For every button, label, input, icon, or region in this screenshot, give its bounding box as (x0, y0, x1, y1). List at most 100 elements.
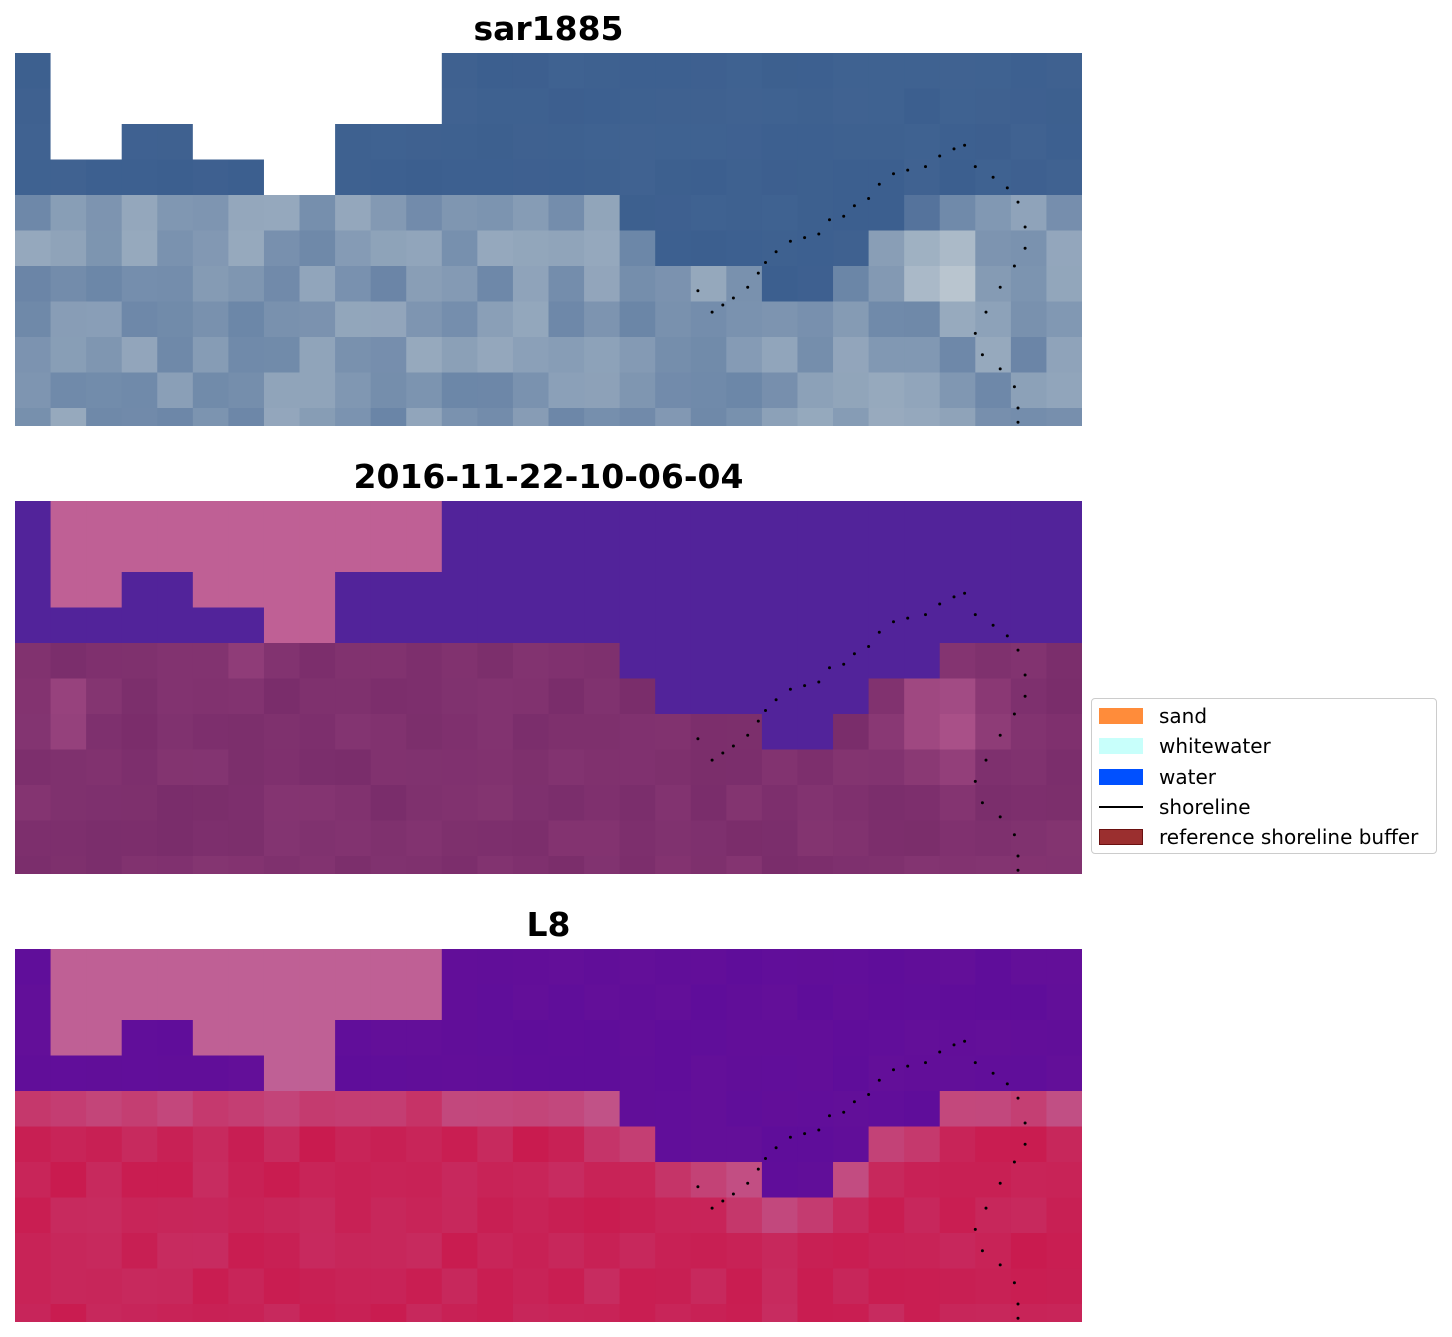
pixel (619, 1126, 656, 1163)
pixel (1010, 1055, 1048, 1092)
pixel (548, 1091, 585, 1128)
pixel (441, 984, 478, 1021)
pixel (690, 1233, 727, 1270)
pixel (584, 1268, 621, 1305)
pixel (726, 408, 763, 426)
pixel (192, 572, 229, 609)
pixel (263, 53, 301, 90)
pixel (619, 820, 656, 857)
shoreline-point (1023, 673, 1027, 677)
pixel (299, 1233, 336, 1270)
pixel (584, 230, 621, 267)
pixel (975, 678, 1012, 715)
pixel (548, 820, 585, 857)
pixel (833, 1020, 870, 1057)
pixel (619, 53, 656, 90)
pixel (690, 1091, 727, 1128)
pixel (50, 408, 87, 426)
pixel (868, 678, 905, 715)
pixel (157, 984, 194, 1021)
pixel (1010, 949, 1048, 986)
pixel (833, 408, 870, 426)
pixel (655, 195, 692, 232)
pixel (548, 678, 585, 715)
pixel (761, 1126, 799, 1163)
pixel (797, 1233, 834, 1270)
pixel (584, 1020, 621, 1057)
pixel (370, 785, 407, 822)
pixel (86, 159, 123, 196)
shoreline-point (973, 1061, 977, 1065)
shoreline-point (973, 613, 977, 617)
shoreline-point (924, 613, 927, 617)
pixel (477, 159, 514, 196)
pixel (228, 820, 265, 857)
pixel (86, 949, 123, 986)
pixel (619, 195, 656, 232)
pixel (512, 501, 550, 538)
pixel (192, 607, 229, 644)
pixel (15, 678, 52, 715)
pixel (406, 1091, 443, 1128)
pixel (761, 572, 799, 609)
pixel (939, 337, 976, 374)
pixel (370, 643, 407, 680)
pixel (406, 53, 443, 90)
shoreline-point (924, 1061, 927, 1065)
pixel (121, 949, 158, 986)
pixel (904, 749, 941, 786)
pixel (441, 949, 478, 986)
pixel (441, 1055, 478, 1092)
pixel (157, 124, 194, 161)
pixel (726, 195, 763, 232)
pixel (797, 1020, 834, 1057)
pixel (939, 124, 976, 161)
pixel (370, 1162, 407, 1199)
pixel (833, 949, 870, 986)
shoreline-point (980, 353, 984, 357)
pixel (192, 230, 229, 267)
pixel (655, 820, 692, 857)
pixel (477, 408, 514, 426)
pixel (797, 536, 834, 573)
pixel (121, 1055, 158, 1092)
pixel (263, 1197, 301, 1234)
shoreline-point (952, 595, 956, 599)
shoreline-point (1023, 1142, 1027, 1146)
pixel (263, 230, 301, 267)
pixel (228, 607, 265, 644)
pixel (655, 856, 692, 874)
pixel (939, 572, 976, 609)
pixel (1010, 195, 1048, 232)
pixel (975, 1020, 1012, 1057)
pixel (157, 1304, 194, 1322)
pixel (584, 785, 621, 822)
pixel (1010, 856, 1048, 874)
pixel (50, 984, 87, 1021)
pixel (584, 501, 621, 538)
pixel (939, 984, 976, 1021)
pixel (761, 714, 799, 751)
pixel (690, 53, 727, 90)
pixel (975, 266, 1012, 303)
pixel (50, 1055, 87, 1092)
shoreline-point (877, 630, 881, 634)
shoreline-point (803, 236, 807, 240)
pixel (1046, 984, 1082, 1021)
pixel (121, 230, 158, 267)
shoreline-point (1012, 385, 1016, 389)
pixel (370, 124, 407, 161)
pixel (15, 856, 52, 874)
pixel (477, 949, 514, 986)
pixel (868, 88, 905, 125)
classified-image-panel (15, 501, 1082, 874)
pixel (15, 1126, 52, 1163)
pixel (370, 1055, 407, 1092)
pixel (370, 714, 407, 751)
shoreline-point (892, 172, 895, 176)
pixel (370, 53, 407, 90)
pixel (904, 230, 941, 267)
shoreline-point (721, 751, 725, 755)
pixel (50, 501, 87, 538)
shoreline-point (984, 758, 988, 762)
